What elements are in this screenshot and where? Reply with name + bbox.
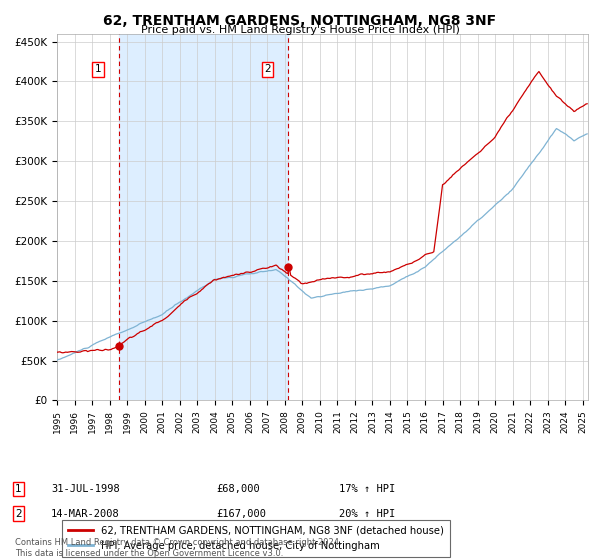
Text: 17% ↑ HPI: 17% ↑ HPI [339,484,395,494]
Text: 1: 1 [15,484,22,494]
Text: 14-MAR-2008: 14-MAR-2008 [51,508,120,519]
Text: 20% ↑ HPI: 20% ↑ HPI [339,508,395,519]
Point [114,342,124,351]
Text: £68,000: £68,000 [216,484,260,494]
Text: 2: 2 [264,64,271,74]
Bar [119,34,289,400]
Text: 2: 2 [15,508,22,519]
Text: Price paid vs. HM Land Registry's House Price Index (HPI): Price paid vs. HM Land Registry's House … [140,25,460,35]
Text: 31-JUL-1998: 31-JUL-1998 [51,484,120,494]
Text: Contains HM Land Registry data © Crown copyright and database right 2024.: Contains HM Land Registry data © Crown c… [15,538,341,547]
Text: 62, TRENTHAM GARDENS, NOTTINGHAM, NG8 3NF: 62, TRENTHAM GARDENS, NOTTINGHAM, NG8 3N… [103,14,497,28]
Text: £167,000: £167,000 [216,508,266,519]
Legend: 62, TRENTHAM GARDENS, NOTTINGHAM, NG8 3NF (detached house), HPI: Average price, : 62, TRENTHAM GARDENS, NOTTINGHAM, NG8 3N… [62,520,450,557]
Text: This data is licensed under the Open Government Licence v3.0.: This data is licensed under the Open Gov… [15,549,283,558]
Point [284,263,293,272]
Text: 1: 1 [95,64,101,74]
